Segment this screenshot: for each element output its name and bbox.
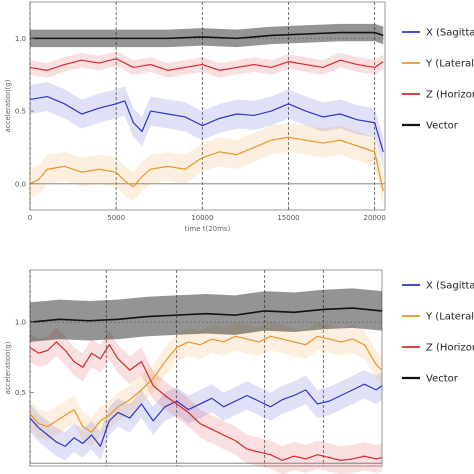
y-axis-title: acceleration(g) bbox=[4, 79, 12, 132]
legend-label: Y (Lateral bbox=[425, 59, 474, 70]
series-line bbox=[29, 335, 383, 433]
top-chart-legend: X (Sagitta Y (Lateral Z (Horizor Vector bbox=[402, 28, 474, 132]
bottom-chart-legend: X (Sagitta Y (Lateral Z (Horizor Vector bbox=[402, 281, 474, 385]
legend-label: Y (Lateral bbox=[425, 312, 474, 323]
legend-label: Vector bbox=[426, 374, 459, 385]
bottom-chart-panel: 0.5 1.0 acceleration(g) bbox=[4, 269, 383, 474]
x-tick-label: 5000 bbox=[107, 214, 125, 222]
y-tick-label: 1.0 bbox=[15, 319, 26, 327]
series-line bbox=[29, 136, 384, 192]
series-band bbox=[30, 288, 382, 342]
x-tick-label: 10000 bbox=[191, 214, 213, 222]
x-tick-label: 20000 bbox=[364, 214, 386, 222]
series-line bbox=[29, 383, 383, 447]
series-band bbox=[30, 51, 384, 78]
legend-label: Vector bbox=[426, 121, 459, 132]
legend-label: Z (Horizor bbox=[426, 343, 474, 354]
series-line bbox=[29, 95, 384, 152]
x-axis-title: time t(20ms) bbox=[185, 225, 231, 233]
plot-frame bbox=[29, 1, 386, 211]
series-band bbox=[30, 122, 384, 206]
series-line bbox=[29, 58, 384, 71]
y-tick-label: 1.0 bbox=[15, 35, 26, 43]
series-line bbox=[29, 341, 383, 461]
x-tick-label: 15000 bbox=[277, 214, 299, 222]
x-tick-label: 0 bbox=[28, 214, 32, 222]
y-tick-label: 0.5 bbox=[15, 108, 26, 116]
series-band bbox=[30, 23, 384, 48]
series-line bbox=[29, 307, 383, 323]
y-tick-label: 0.5 bbox=[15, 389, 26, 397]
series-band bbox=[30, 322, 382, 447]
y-tick-label: 0.0 bbox=[15, 180, 26, 188]
legend-label: X (Sagitta bbox=[426, 28, 474, 39]
series-band bbox=[30, 327, 382, 474]
legend-label: X (Sagitta bbox=[426, 281, 474, 292]
top-chart-panel: 0.0 0.5 1.0 0 5000 10000 15000 20000 time t(20ms… bbox=[4, 1, 386, 233]
y-axis-title: acceleration(g) bbox=[4, 341, 12, 394]
legend-label: Z (Horizor bbox=[426, 90, 474, 101]
series-line bbox=[30, 31, 384, 40]
series-band bbox=[30, 370, 382, 461]
